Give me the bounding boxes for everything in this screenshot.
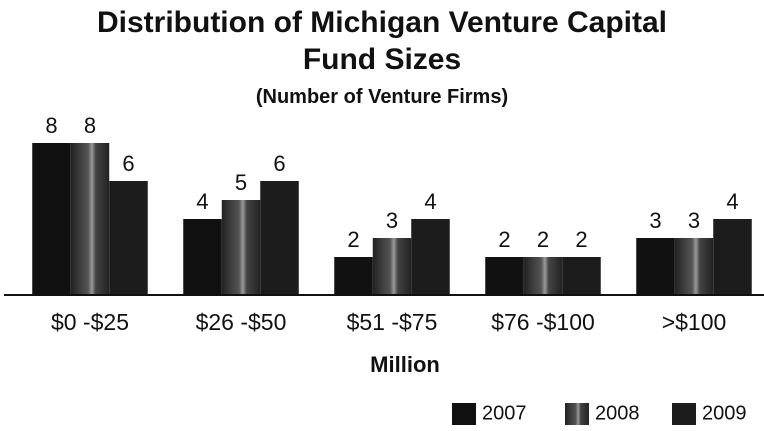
data-label: 4: [726, 189, 738, 214]
data-label: 3: [386, 208, 398, 233]
bar: [523, 257, 563, 295]
bar: [109, 181, 148, 295]
legend-label: 2008: [595, 402, 640, 424]
data-label: 5: [235, 170, 247, 195]
legend-label: 2009: [702, 402, 747, 424]
bar: [636, 238, 675, 295]
data-label: 4: [424, 189, 436, 214]
data-label: 4: [196, 189, 208, 214]
bar: [183, 219, 222, 295]
bar: [674, 238, 714, 295]
bar: [334, 257, 373, 295]
bar: [372, 238, 412, 295]
data-label: 2: [347, 227, 359, 252]
x-tick-label: >$100: [662, 309, 727, 335]
data-label: 2: [575, 227, 587, 252]
bar: [70, 143, 110, 295]
legend-swatch: [565, 403, 589, 425]
bar: [411, 219, 450, 295]
bar: [221, 200, 261, 295]
legend-swatch: [452, 403, 476, 425]
legend-swatch: [672, 403, 696, 425]
bar: [32, 143, 71, 295]
bar: [485, 257, 524, 295]
data-label: 8: [45, 113, 57, 138]
x-tick-label: $76 -$100: [491, 309, 595, 335]
chart-title: Distribution of Michigan Venture Capital…: [96, 6, 668, 76]
data-label: 2: [537, 227, 549, 252]
bar: [562, 257, 601, 295]
bar: [713, 219, 752, 295]
x-tick-label: $26 -$50: [196, 309, 287, 335]
data-label: 6: [122, 151, 134, 176]
data-label: 3: [649, 208, 661, 233]
chart-subtitle: (Number of Venture Firms): [255, 86, 509, 108]
data-label: 6: [273, 151, 285, 176]
data-label: 3: [688, 208, 700, 233]
data-label: 2: [498, 227, 510, 252]
x-tick-label: $51 -$75: [347, 309, 438, 335]
x-axis-label: Million: [370, 352, 440, 377]
x-tick-label: $0 -$25: [51, 309, 129, 335]
bar: [260, 181, 299, 295]
legend-label: 2007: [482, 402, 527, 424]
data-label: 8: [84, 113, 96, 138]
